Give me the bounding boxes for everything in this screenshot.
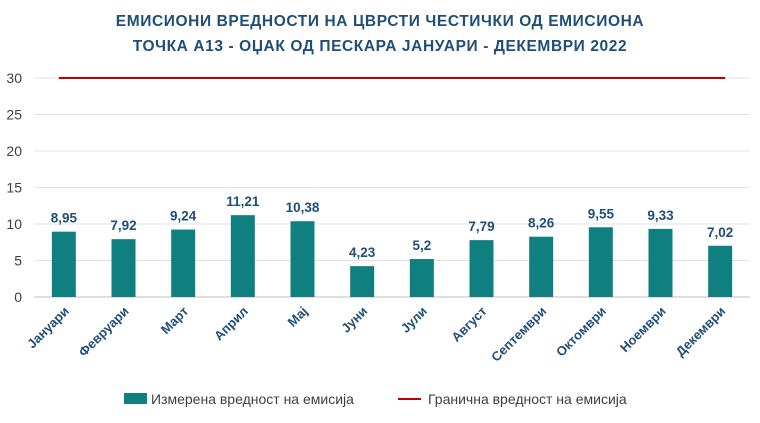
y-tick-label: 5 xyxy=(14,253,22,269)
x-tick-label: Јануари xyxy=(24,304,72,352)
data-label: 7,79 xyxy=(468,219,494,234)
x-tick-label: Март xyxy=(158,304,191,337)
x-tick-label: Септември xyxy=(488,304,549,365)
data-label: 5,2 xyxy=(412,238,431,253)
data-label: 9,55 xyxy=(588,206,615,221)
bar-9 xyxy=(529,236,554,297)
y-tick-label: 0 xyxy=(14,289,22,305)
x-tick-label: Април xyxy=(211,304,251,344)
data-label: 7,02 xyxy=(707,225,733,240)
data-label: 7,92 xyxy=(110,218,136,233)
x-tick-label: Ноември xyxy=(617,304,669,356)
bar-2 xyxy=(111,239,136,297)
x-tick-label: Август xyxy=(448,304,489,345)
bar-5 xyxy=(290,221,315,297)
data-label: 9,33 xyxy=(647,208,674,223)
bar-12 xyxy=(708,245,733,297)
bar-1 xyxy=(51,231,76,297)
data-label: 9,24 xyxy=(170,209,197,224)
bar-8 xyxy=(469,240,494,297)
chart-title-line-1: ЕМИСИОНИ ВРЕДНОСТИ НА ЦВРСТИ ЧЕСТИЧКИ ОД… xyxy=(115,13,645,30)
bar-11 xyxy=(648,228,673,297)
y-tick-label: 15 xyxy=(6,180,22,196)
bar-3 xyxy=(171,229,196,297)
bar-6 xyxy=(350,266,375,297)
legend-label-bar: Измерена вредност на емисија xyxy=(151,391,354,407)
x-tick-label: Мај xyxy=(285,304,311,330)
y-tick-label: 30 xyxy=(6,70,22,86)
x-tick-label: Февруари xyxy=(76,304,132,360)
y-tick-label: 25 xyxy=(6,107,22,123)
data-label: 8,26 xyxy=(528,216,555,231)
y-tick-label: 10 xyxy=(6,216,22,232)
x-tick-label: Јули xyxy=(398,304,430,336)
chart-title-line-2: ТОЧКА А13 - ОЏАК ОД ПЕСКАРА ЈАНУАРИ - ДЕ… xyxy=(132,38,628,55)
data-label: 8,95 xyxy=(51,211,78,226)
bar-4 xyxy=(230,215,255,297)
legend-label-line: Гранична вредност на емисија xyxy=(428,391,627,407)
x-tick-label: Октомври xyxy=(553,304,609,360)
y-tick-label: 20 xyxy=(6,143,22,159)
data-label: 11,21 xyxy=(226,194,260,209)
data-label: 10,38 xyxy=(286,200,320,215)
data-label: 4,23 xyxy=(349,245,376,260)
legend-swatch-bar xyxy=(124,393,147,404)
x-tick-label: Јуни xyxy=(338,304,370,336)
bar-10 xyxy=(588,227,613,297)
x-tick-label: Декември xyxy=(673,304,729,360)
bar-7 xyxy=(409,259,434,297)
